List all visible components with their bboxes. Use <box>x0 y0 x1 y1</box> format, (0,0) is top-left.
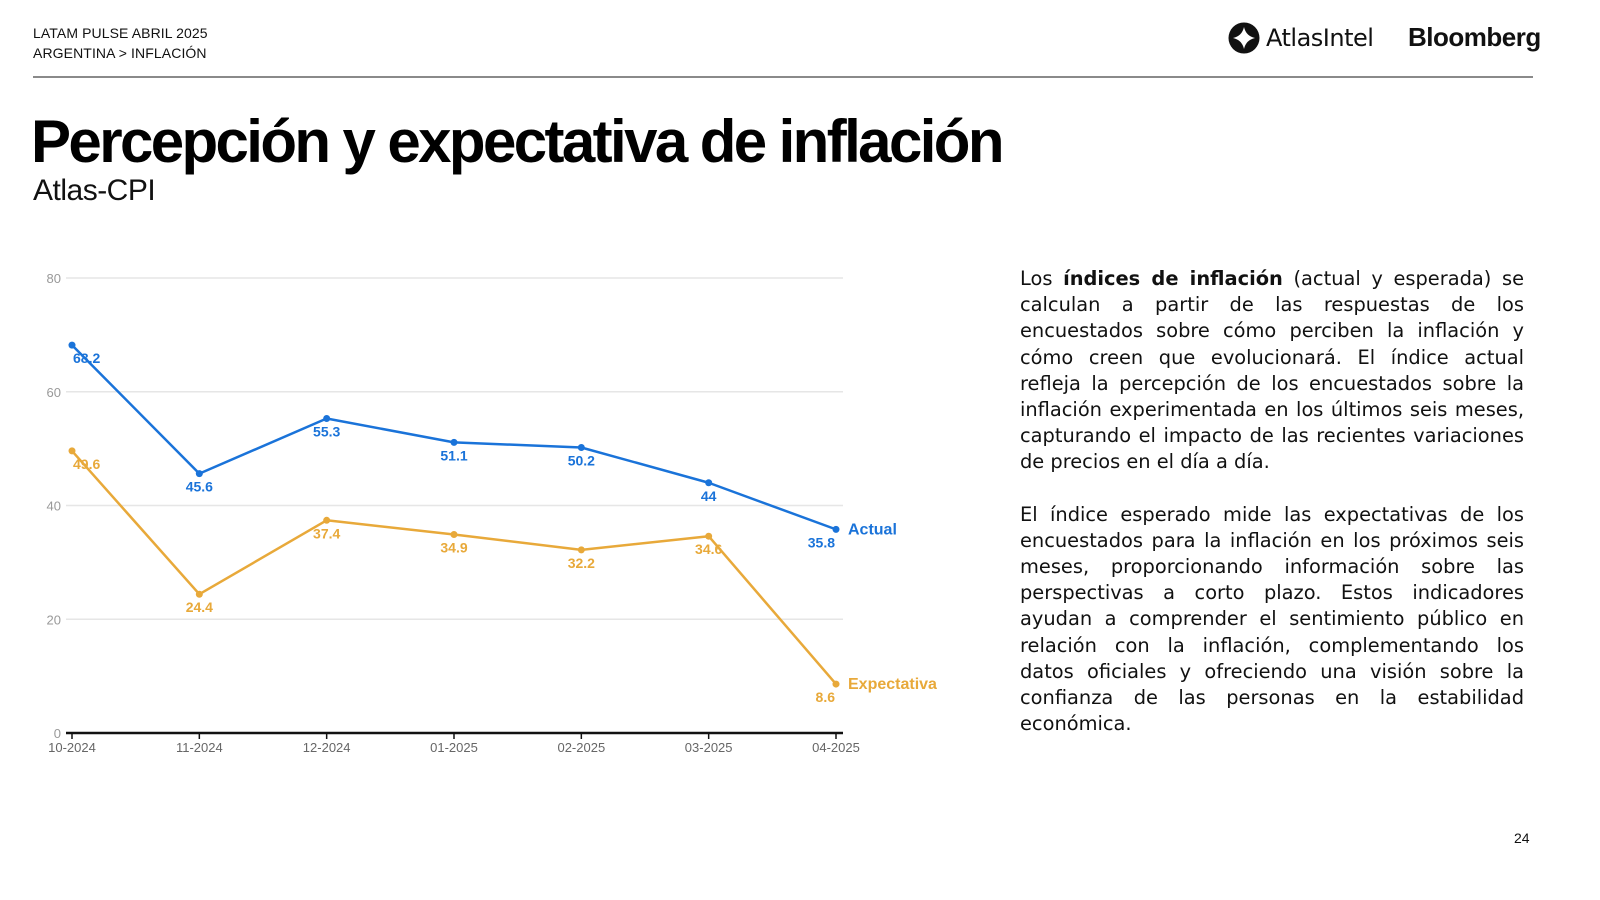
data-label: 32.2 <box>568 555 595 571</box>
page-title: Percepción y expectativa de inflación <box>31 108 1004 175</box>
y-tick-label: 80 <box>47 271 61 286</box>
series-label-actual: Actual <box>848 521 897 538</box>
data-point <box>68 341 76 349</box>
atlasintel-wordmark: AtlasIntel <box>1266 24 1374 52</box>
desc-p1-rest: (actual y esperada) se calculan a partir… <box>1020 267 1525 474</box>
data-point <box>705 532 713 540</box>
data-point <box>705 479 713 487</box>
series-line-actual <box>71 344 837 531</box>
description-text: Los índices de inflación (actual y esper… <box>1020 266 1524 763</box>
data-label: 50.2 <box>568 452 595 468</box>
report-name: LATAM PULSE ABRIL 2025 <box>33 25 208 41</box>
data-point <box>195 590 203 598</box>
data-label: 44 <box>701 488 717 504</box>
data-point <box>195 470 203 478</box>
desc-p1-start: Los <box>1020 267 1064 290</box>
grid-lines <box>66 277 843 620</box>
data-label: 8.6 <box>816 689 836 705</box>
data-labels: 68.2 45.6 55.3 51.1 50.2 44 35.8 Actual 49.6 24.4… <box>73 350 937 705</box>
atlasintel-logo: AtlasIntel <box>1228 22 1374 54</box>
data-label: 45.6 <box>186 479 213 495</box>
x-tick-label: 12-2024 <box>303 740 351 755</box>
data-point <box>832 525 840 533</box>
data-label: 55.3 <box>313 423 340 439</box>
data-label: 24.4 <box>186 599 213 615</box>
breadcrumb: ARGENTINA > INFLACIÓN <box>33 45 207 61</box>
data-point <box>577 546 585 554</box>
description-paragraph-1: Los índices de inflación (actual y esper… <box>1020 266 1524 476</box>
report-header: LATAM PULSE ABRIL 2025 ARGENTINA > INFLA… <box>33 23 208 63</box>
atlasintel-logo-icon <box>1228 22 1260 54</box>
data-point <box>68 447 76 455</box>
data-point <box>450 438 458 446</box>
series-label-expectativa: Expectativa <box>848 676 937 693</box>
data-point <box>323 516 331 524</box>
data-point <box>832 680 840 688</box>
y-tick-label: 40 <box>47 499 61 514</box>
description-paragraph-2: El índice esperado mide las expectativas… <box>1020 502 1524 736</box>
y-tick-label: 0 <box>54 726 61 741</box>
page-subtitle: Atlas-CPI <box>33 174 156 207</box>
desc-p1-bold: índices de inflación <box>1063 267 1283 290</box>
data-label: 68.2 <box>73 350 100 366</box>
inflation-line-chart: 0 20 40 60 80 10-2024 11-2024 12-2024 01-2025 02… <box>47 271 938 755</box>
x-tick-label: 10-2024 <box>48 740 96 755</box>
series-lines <box>68 341 840 688</box>
x-tick-label: 03-2025 <box>685 740 733 755</box>
y-axis-ticks: 0 20 40 60 80 <box>47 271 61 741</box>
x-tick-label: 11-2024 <box>176 740 223 755</box>
y-tick-label: 60 <box>47 385 61 400</box>
data-point <box>323 414 331 422</box>
x-tick-label: 04-2025 <box>812 740 860 755</box>
bloomberg-logo: Bloomberg <box>1408 22 1541 52</box>
data-label: 34.6 <box>695 541 722 557</box>
data-point <box>577 443 585 451</box>
x-tick-label: 01-2025 <box>430 740 478 755</box>
x-tick-label: 02-2025 <box>557 740 605 755</box>
data-point <box>450 531 458 539</box>
data-label: 37.4 <box>313 525 340 541</box>
data-label: 51.1 <box>440 447 467 463</box>
data-label: 35.8 <box>808 534 835 550</box>
data-label: 34.9 <box>440 540 467 556</box>
y-tick-label: 20 <box>47 612 61 627</box>
page-number: 24 <box>1514 830 1530 846</box>
x-axis: 10-2024 11-2024 12-2024 01-2025 02-2025 03-20… <box>48 731 860 755</box>
header-divider <box>33 76 1533 78</box>
data-label: 49.6 <box>73 456 100 472</box>
